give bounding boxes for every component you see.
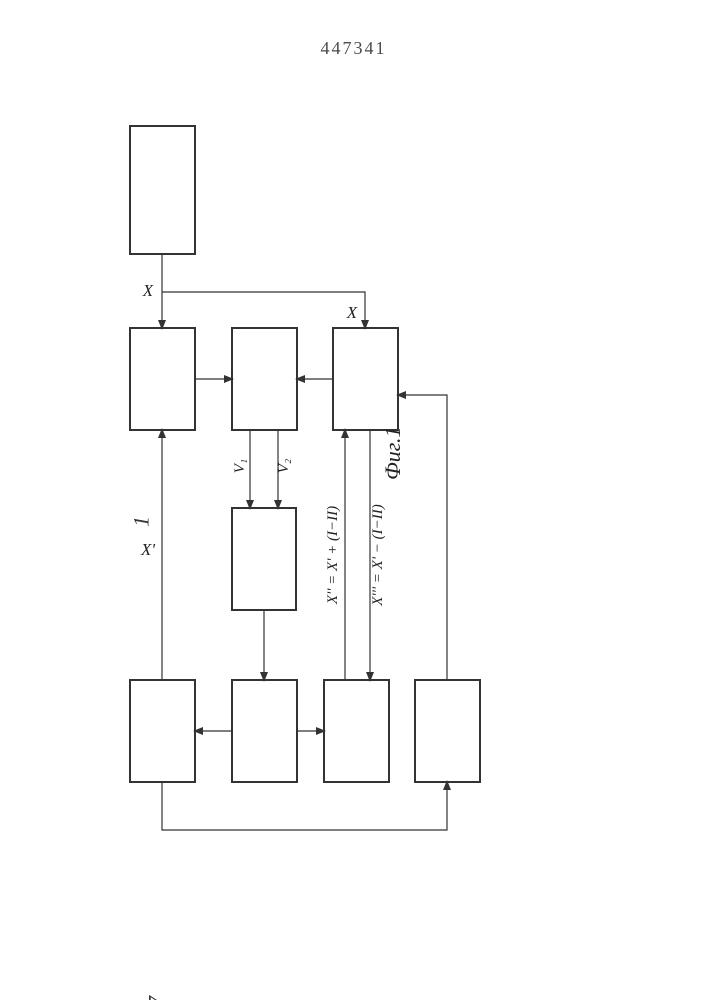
edge-3-5 xyxy=(162,782,447,830)
node-7-label: 7 xyxy=(144,995,169,1000)
node-5 xyxy=(415,680,480,782)
label-x-right: X xyxy=(346,303,358,322)
node-7 xyxy=(232,328,297,430)
label-xprime: X' xyxy=(140,540,155,559)
node-1-label: 1 xyxy=(129,516,154,527)
edge-1-4 xyxy=(162,292,365,328)
blocks-group: 1 2 7 4 9 3 8 6 5 xyxy=(0,126,480,1000)
label-v1: V₁ xyxy=(232,459,248,473)
node-1 xyxy=(130,126,195,254)
label-eq2: X''' = X' − (I−II) xyxy=(370,504,386,607)
diagram-svg: 1 2 7 4 9 3 8 6 5 xyxy=(0,0,707,1000)
node-3 xyxy=(130,680,195,782)
node-8 xyxy=(232,680,297,782)
label-x-top: X xyxy=(142,281,154,300)
node-6 xyxy=(324,680,389,782)
label-v2: V₂ xyxy=(276,459,292,473)
figure-caption: Фиг.1 xyxy=(380,427,405,481)
node-4 xyxy=(333,328,398,430)
label-eq1: X'' = X' + (I−II) xyxy=(325,506,341,605)
edges-group: X X V₁ V₂ X' X'' xyxy=(140,254,447,830)
node-2 xyxy=(130,328,195,430)
edge-5-4 xyxy=(398,395,447,680)
node-9 xyxy=(232,508,296,610)
page: 447341 1 2 7 4 9 3 xyxy=(0,0,707,1000)
